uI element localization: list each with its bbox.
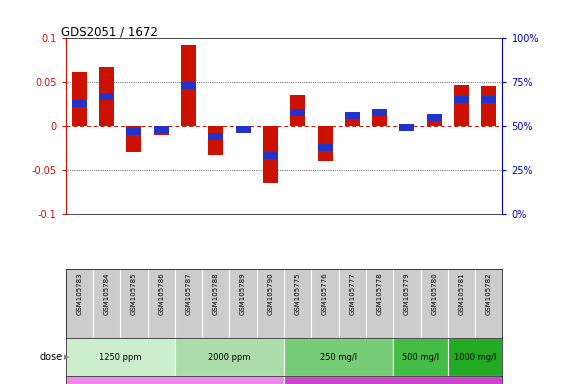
Text: GSM105775: GSM105775: [295, 272, 301, 315]
Bar: [263, 126, 278, 183]
Bar: [454, 85, 469, 126]
Bar: [154, 126, 168, 135]
Text: 1000 mg/l: 1000 mg/l: [454, 353, 496, 362]
Bar: [284, 338, 393, 376]
Text: GSM105783: GSM105783: [77, 272, 82, 315]
Bar: [290, 95, 305, 126]
Bar: [99, 93, 114, 100]
Bar: [372, 113, 387, 126]
Bar: [290, 109, 305, 116]
Bar: [236, 126, 251, 133]
Bar: [345, 112, 360, 119]
Text: 2000 ppm: 2000 ppm: [208, 353, 251, 362]
Bar: [66, 376, 284, 384]
Bar: [208, 133, 223, 140]
Text: GSM105782: GSM105782: [486, 272, 492, 315]
Text: GDS2051 / 1672: GDS2051 / 1672: [61, 25, 158, 38]
Text: GSM105780: GSM105780: [431, 272, 437, 315]
Bar: [454, 96, 469, 103]
Text: 250 mg/l: 250 mg/l: [320, 353, 357, 362]
Text: GSM105788: GSM105788: [213, 272, 219, 315]
Bar: [66, 338, 175, 376]
Bar: [317, 126, 332, 161]
Text: GSM105776: GSM105776: [322, 272, 328, 315]
Bar: [263, 152, 278, 159]
Bar: [427, 117, 442, 126]
Text: GSM105790: GSM105790: [267, 272, 274, 315]
Bar: [284, 376, 502, 384]
Text: GSM105784: GSM105784: [103, 272, 110, 315]
Text: GSM105785: GSM105785: [131, 272, 137, 315]
Bar: [317, 144, 332, 151]
Bar: [481, 86, 496, 126]
Text: GSM105779: GSM105779: [404, 272, 410, 315]
Bar: [393, 338, 448, 376]
Bar: [126, 128, 142, 135]
Text: ▶: ▶: [64, 354, 69, 360]
Bar: [400, 124, 415, 131]
Text: GSM105777: GSM105777: [349, 272, 355, 315]
Text: GSM105787: GSM105787: [186, 272, 191, 315]
Bar: [481, 96, 496, 103]
Text: GSM105786: GSM105786: [158, 272, 164, 315]
Bar: [175, 338, 284, 376]
Bar: [427, 114, 442, 121]
Bar: [72, 72, 87, 126]
Bar: [372, 109, 387, 116]
Bar: [236, 126, 251, 133]
Text: GSM105781: GSM105781: [459, 272, 465, 315]
Text: 500 mg/l: 500 mg/l: [402, 353, 439, 362]
Text: 1250 ppm: 1250 ppm: [99, 353, 142, 362]
Bar: [99, 67, 114, 126]
Bar: [345, 116, 360, 126]
Bar: [208, 126, 223, 155]
Text: GSM105778: GSM105778: [377, 272, 383, 315]
Bar: [181, 82, 196, 89]
Bar: [154, 126, 168, 133]
Bar: [72, 100, 87, 107]
Bar: [181, 45, 196, 126]
Bar: [126, 126, 142, 152]
Text: GSM105789: GSM105789: [240, 272, 246, 315]
Bar: [400, 126, 415, 131]
Bar: [448, 338, 502, 376]
Text: dose: dose: [40, 352, 63, 362]
